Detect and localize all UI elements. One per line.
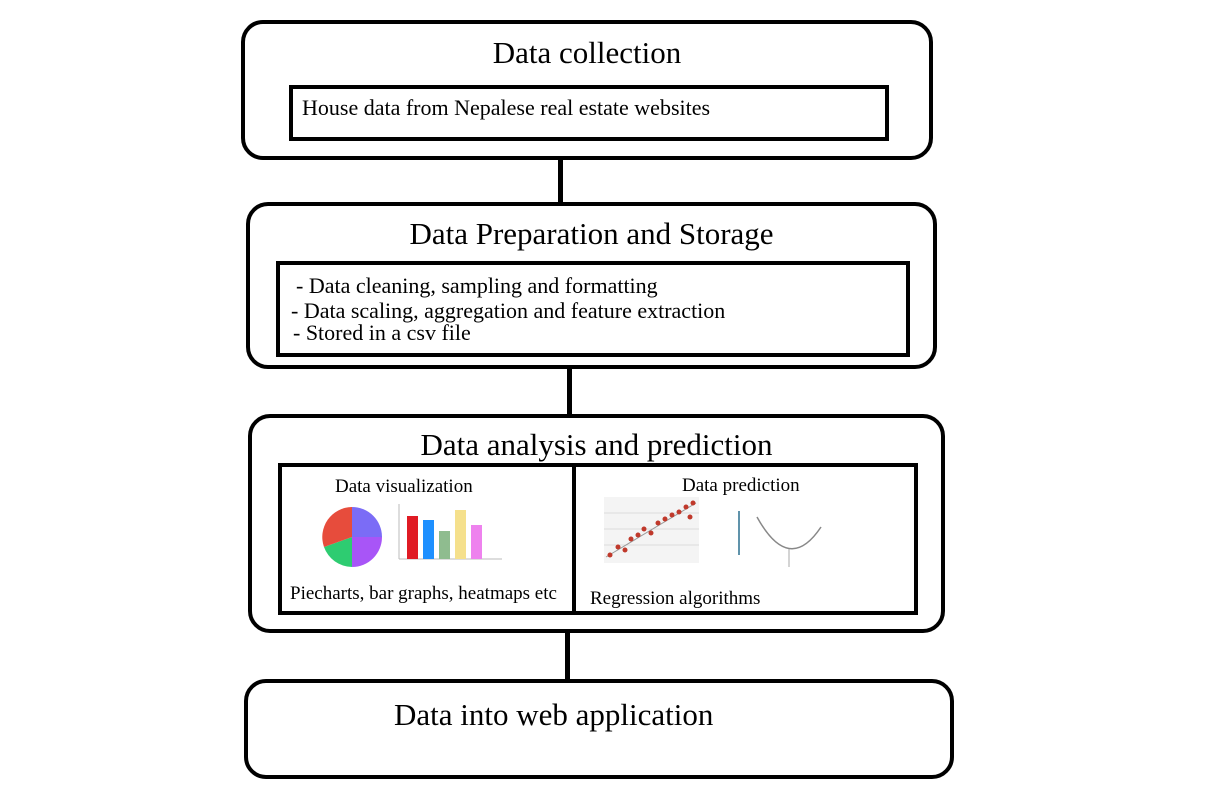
scatter-point [669,512,675,518]
loss-curve-thumbnail [738,511,822,567]
stage-content-box: House data from Nepalese real estate web… [289,85,889,141]
pie-slice [322,507,352,547]
bar [407,516,418,559]
content-line: - Data cleaning, sampling and formatting [296,273,658,298]
content-line: - Stored in a csv file [293,320,471,345]
bar [423,520,434,559]
scatter-point [662,516,668,522]
panel-divider [572,467,576,611]
bar [439,531,450,559]
stage-data-analysis: Data analysis and prediction Data visual… [248,414,945,633]
connector-2-3 [567,367,572,417]
scatter-point [655,520,661,526]
scatter-point [607,552,613,558]
scatter-point [690,500,696,506]
pie-slice [352,537,382,567]
panel-caption-prediction: Regression algorithms [590,588,761,609]
pie-chart-thumbnail [322,507,382,567]
bar-chart-thumbnail [398,504,502,560]
content-line: - Data scaling, aggregation and feature … [291,298,726,323]
pie-slice [352,507,382,537]
panel-caption-visualization: Piecharts, bar graphs, heatmaps etc [290,583,557,604]
bar [455,510,466,559]
stage-data-collection: Data collection House data from Nepalese… [241,20,933,160]
bar [471,525,482,559]
stage-title: Data into web application [394,697,714,732]
stage-data-preparation: Data Preparation and Storage - Data clea… [246,202,937,369]
panel-title-prediction: Data prediction [682,475,800,496]
connector-1-2 [558,158,563,205]
stage-title: Data Preparation and Storage [409,216,774,251]
scatter-point [622,547,628,553]
stage-content-box: - Data cleaning, sampling and formatting… [276,261,910,357]
stage-title: Data collection [492,35,682,70]
connector-3-4 [565,631,570,683]
scatter-point [615,544,621,550]
stage-title: Data analysis and prediction [420,427,773,462]
content-line: House data from Nepalese real estate web… [302,95,711,120]
stage-web-application: Data into web application [244,679,954,779]
scatter-point [628,536,634,542]
scatter-point [687,514,693,520]
scatter-point [641,526,647,532]
scatter-point [683,504,689,510]
scatter-point [648,530,654,536]
loss-curve [756,516,822,550]
panel-title-visualization: Data visualization [335,476,473,497]
scatter-plot-thumbnail [604,497,699,563]
scatter-point [676,509,682,515]
scatter-point [635,532,641,538]
stage-content-box: Data visualization Piecharts, bar graphs… [278,463,918,615]
